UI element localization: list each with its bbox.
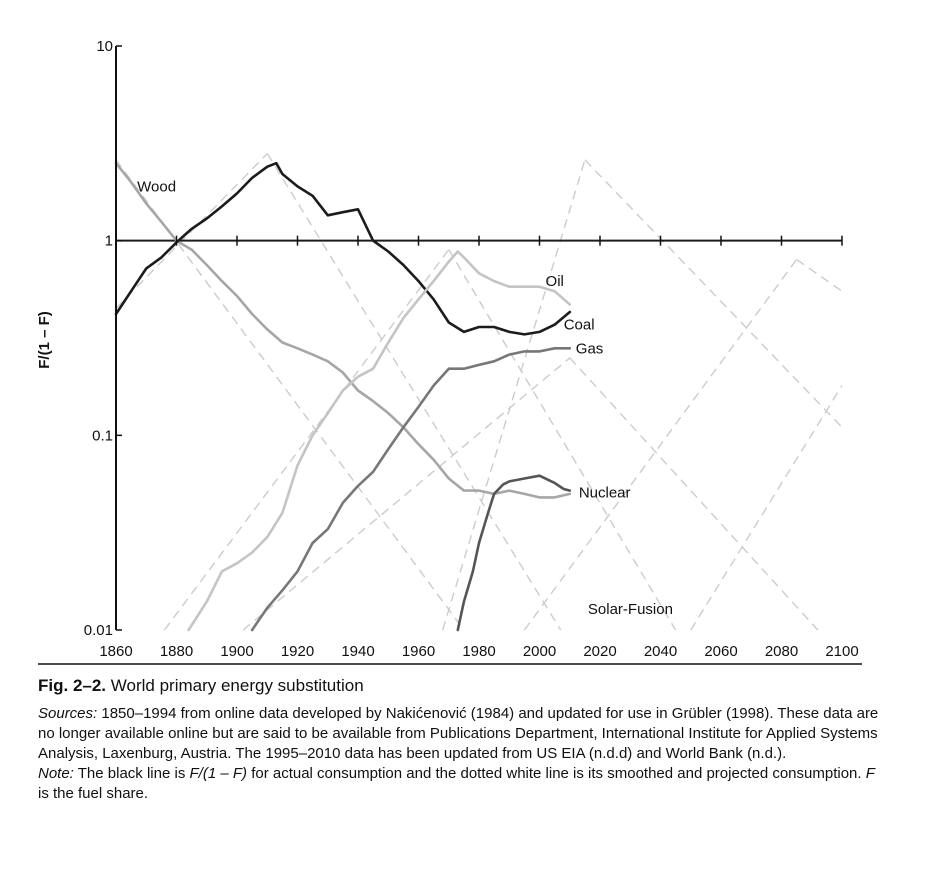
projection-line-solar-fusion-10: [796, 258, 843, 292]
projection-line-coal-2: [266, 153, 562, 631]
figure-number: Fig. 2–2.: [38, 676, 107, 695]
series-line-coal: [114, 161, 572, 336]
projection-line-gas-5: [242, 357, 571, 631]
projection-line-gas-6: [569, 357, 819, 631]
x-tick-label-1860: 1860: [99, 643, 132, 660]
series-labels: Wood Oil Coal Gas Nuclear Solar-Fusion: [137, 178, 673, 618]
projection-line-oil-3: [163, 249, 450, 631]
energy-substitution-chart: 10 1 0.1 0.01 1860 1880 1900 1920 1940 1960 1980 20…: [36, 38, 862, 665]
x-tick-label-2040: 2040: [644, 643, 677, 660]
series-label-coal: Coal: [564, 317, 595, 334]
series-label-solar-fusion: Solar-Fusion: [588, 601, 673, 618]
series-line-gas: [250, 346, 572, 632]
y-tick-label-1: 1: [105, 233, 113, 250]
projection-line-unlabeled-11: [690, 385, 843, 631]
projection-line-nuclear-8: [584, 159, 843, 428]
series-label-wood: Wood: [137, 178, 176, 195]
y-tick-label-0-1: 0.1: [92, 427, 113, 444]
sources-lead: Sources:: [38, 705, 98, 722]
x-tick-label-1880: 1880: [160, 643, 193, 660]
x-tick-label-1940: 1940: [341, 643, 374, 660]
series-label-gas: Gas: [576, 340, 604, 357]
data-series: [114, 161, 572, 632]
note-paragraph: Note: The black line is F/(1 – F) for ac…: [38, 764, 888, 804]
x-tick-label-2020: 2020: [583, 643, 616, 660]
note-text-2: for actual consumption and the dotted wh…: [251, 765, 862, 782]
y-tick-label-0-01: 0.01: [84, 622, 113, 639]
series-line-nuclear: [456, 474, 572, 632]
note-text-1: The black line is: [77, 765, 186, 782]
projection-line-solar-fusion-9: [523, 259, 798, 631]
sources-text: 1850–1994 from online data developed by …: [38, 705, 879, 762]
x-tick-label-1960: 1960: [402, 643, 435, 660]
x-tick-label-1920: 1920: [281, 643, 314, 660]
series-label-oil: Oil: [546, 273, 564, 290]
figure-title: Fig. 2–2. World primary energy substitut…: [38, 676, 888, 696]
axes: 10 1 0.1 0.01 1860 1880 1900 1920 1940 1960 1980 20…: [38, 38, 862, 665]
projection-lines: [115, 153, 843, 631]
x-tick-label-2000: 2000: [523, 643, 556, 660]
sources-paragraph: Sources: 1850–1994 from online data deve…: [38, 704, 888, 764]
note-lead: Note:: [38, 765, 74, 782]
x-tick-label-2080: 2080: [765, 643, 798, 660]
note-text-3: is the fuel share.: [38, 785, 149, 802]
x-tick-label-2060: 2060: [704, 643, 737, 660]
x-tick-label-2100: 2100: [825, 643, 858, 660]
series-label-nuclear: Nuclear: [579, 484, 631, 501]
note-formula: F/(1 – F): [189, 765, 248, 782]
figure-title-text: World primary energy substitution: [110, 676, 364, 695]
y-axis-title: F/(1 – F): [36, 311, 53, 369]
x-tick-label-1980: 1980: [462, 643, 495, 660]
y-tick-label-10: 10: [96, 38, 113, 55]
projection-line-oil-4: [448, 249, 677, 631]
series-line-oil: [187, 250, 572, 632]
projection-line-nuclear-7: [442, 159, 586, 631]
projection-line-coal-1: [115, 153, 268, 309]
figure-caption: Fig. 2–2. World primary energy substitut…: [38, 676, 888, 804]
note-variable: F: [865, 765, 875, 782]
x-tick-label-1900: 1900: [220, 643, 253, 660]
